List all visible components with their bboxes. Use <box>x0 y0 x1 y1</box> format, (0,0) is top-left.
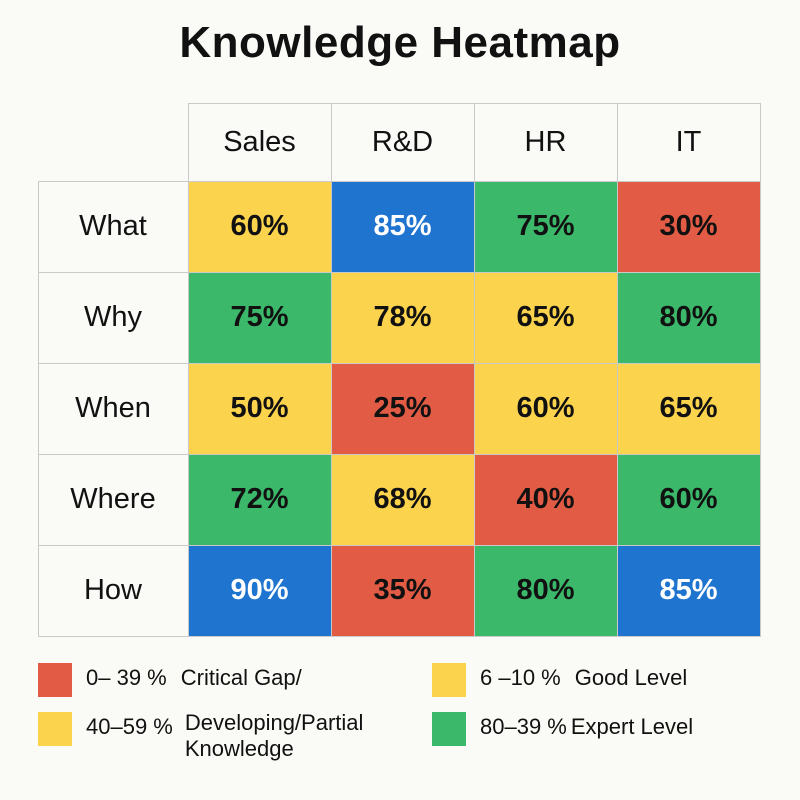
row-header-how: How <box>37 544 189 637</box>
legend-range: 40–59 % <box>86 714 173 739</box>
heatmap-cell-where-sales: 72% <box>187 453 332 546</box>
heatmap-cell-how-it: 85% <box>616 544 761 637</box>
heatmap-cell-when-hr: 60% <box>473 362 618 455</box>
heatmap-cell-why-hr: 65% <box>473 271 618 364</box>
heatmap-cell-what-hr: 75% <box>473 180 618 273</box>
column-header-sales: Sales <box>187 102 332 182</box>
heatmap-cell-why-it: 80% <box>616 271 761 364</box>
column-header-it: IT <box>616 102 761 182</box>
heatmap-cell-when-it: 65% <box>616 362 761 455</box>
row-header-when: When <box>37 362 189 455</box>
row-header-why: Why <box>37 271 189 364</box>
legend-swatch-green <box>432 712 466 746</box>
heatmap-cell-where-hr: 40% <box>473 453 618 546</box>
heatmap-cell-how-rd: 35% <box>330 544 475 637</box>
legend-label: Developing/Partial Knowledge <box>184 710 364 761</box>
heatmap-cell-what-rd: 85% <box>330 180 475 273</box>
legend-range: 0– 39 % <box>86 665 167 690</box>
legend-swatch-red <box>38 663 72 697</box>
legend-label: Critical Gap/ <box>180 665 302 690</box>
legend-item-critical: 0– 39 % Critical Gap/ <box>38 663 302 697</box>
legend-item-developing: 40–59 % Developing/Partial Knowledge <box>38 710 364 762</box>
row-header-where: Where <box>37 453 189 546</box>
heatmap-grid: Sales R&D HR IT What 60% 85% 75% 30% Why 75% 78% 65%… <box>37 102 761 637</box>
legend-label: Expert Level <box>570 714 694 739</box>
heatmap-cell-where-it: 60% <box>616 453 761 546</box>
heatmap-cell-what-sales: 60% <box>187 180 332 273</box>
legend-item-good: 6 –10 % Good Level <box>432 663 687 697</box>
heatmap-cell-why-rd: 78% <box>330 271 475 364</box>
legend-range: 80–39 % <box>480 714 567 739</box>
row-header-what: What <box>37 180 189 273</box>
heatmap-cell-when-rd: 25% <box>330 362 475 455</box>
column-header-hr: HR <box>473 102 618 182</box>
chart-title: Knowledge Heatmap <box>179 18 621 67</box>
legend-swatch-yellow <box>38 712 72 746</box>
heatmap-cell-how-sales: 90% <box>187 544 332 637</box>
heatmap-corner <box>38 103 188 181</box>
heatmap-cell-why-sales: 75% <box>187 271 332 364</box>
legend-label: Good Level <box>574 665 688 690</box>
heatmap-cell-what-it: 30% <box>616 180 761 273</box>
heatmap-cell-how-hr: 80% <box>473 544 618 637</box>
column-header-rd: R&D <box>330 102 475 182</box>
legend-item-expert: 80–39 % Expert Level <box>432 712 693 746</box>
heatmap-cell-where-rd: 68% <box>330 453 475 546</box>
legend-swatch-yellow <box>432 663 466 697</box>
legend-range: 6 –10 % <box>480 665 561 690</box>
heatmap-cell-when-sales: 50% <box>187 362 332 455</box>
